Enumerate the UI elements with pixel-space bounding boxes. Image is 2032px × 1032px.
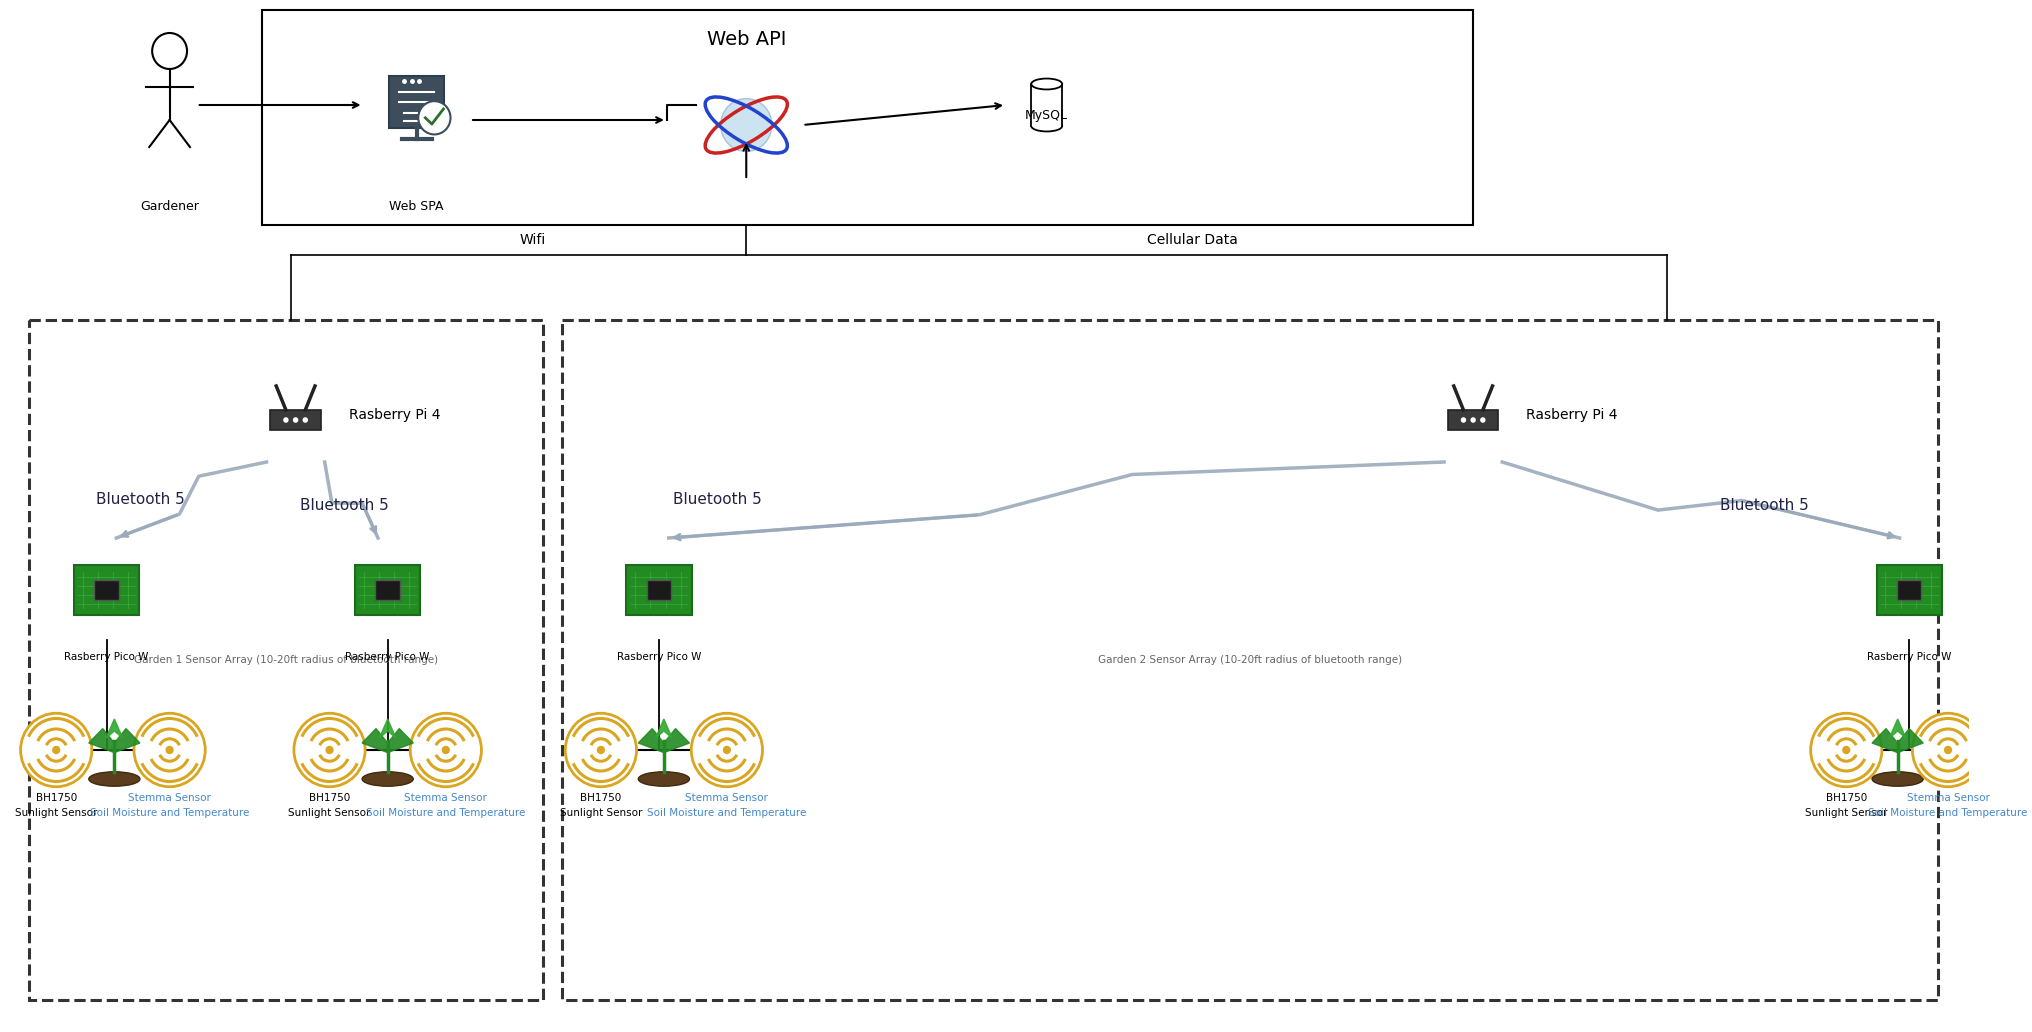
Circle shape xyxy=(1843,746,1849,753)
Text: Bluetooth 5: Bluetooth 5 xyxy=(1719,497,1808,513)
Text: Stemma Sensor: Stemma Sensor xyxy=(404,793,488,803)
Polygon shape xyxy=(388,729,412,752)
Polygon shape xyxy=(380,719,396,738)
Circle shape xyxy=(1461,417,1467,423)
Circle shape xyxy=(419,101,451,134)
Circle shape xyxy=(1811,713,1882,786)
Circle shape xyxy=(410,713,482,786)
Circle shape xyxy=(295,713,366,786)
Text: BH1750: BH1750 xyxy=(1825,793,1867,803)
FancyBboxPatch shape xyxy=(356,566,421,615)
Circle shape xyxy=(443,746,449,753)
Circle shape xyxy=(723,746,729,753)
Text: Garden 2 Sensor Array (10-20ft radius of bluetooth range): Garden 2 Sensor Array (10-20ft radius of… xyxy=(1097,655,1402,665)
Bar xyxy=(262,10,1473,225)
Text: Garden 1 Sensor Array (10-20ft radius of bluetooth range): Garden 1 Sensor Array (10-20ft radius of… xyxy=(134,655,439,665)
Text: Rasberry Pico W: Rasberry Pico W xyxy=(65,652,148,662)
Ellipse shape xyxy=(1032,121,1063,131)
Ellipse shape xyxy=(362,772,412,786)
Ellipse shape xyxy=(89,772,140,786)
Circle shape xyxy=(325,746,333,753)
Circle shape xyxy=(1471,417,1475,423)
Text: Soil Moisture and Temperature: Soil Moisture and Temperature xyxy=(366,808,526,818)
FancyBboxPatch shape xyxy=(1878,566,1943,615)
Text: Web SPA: Web SPA xyxy=(390,200,445,213)
Text: Soil Moisture and Temperature: Soil Moisture and Temperature xyxy=(1867,808,2028,818)
Circle shape xyxy=(53,746,59,753)
Bar xyxy=(93,580,118,600)
Text: Soil Moisture and Temperature: Soil Moisture and Temperature xyxy=(648,808,807,818)
Polygon shape xyxy=(656,719,673,738)
Text: Rasberry Pico W: Rasberry Pico W xyxy=(345,652,431,662)
Text: Web API: Web API xyxy=(707,30,786,49)
Text: Soil Moisture and Temperature: Soil Moisture and Temperature xyxy=(89,808,250,818)
FancyBboxPatch shape xyxy=(1449,410,1498,430)
Circle shape xyxy=(1912,713,1983,786)
Text: Rasberry Pico W: Rasberry Pico W xyxy=(618,652,701,662)
Text: Sunlight Sensor: Sunlight Sensor xyxy=(559,808,642,818)
Text: Bluetooth 5: Bluetooth 5 xyxy=(299,497,388,513)
Text: Bluetooth 5: Bluetooth 5 xyxy=(673,492,762,508)
Circle shape xyxy=(293,417,299,423)
FancyBboxPatch shape xyxy=(270,410,321,430)
Bar xyxy=(563,320,1939,1000)
Ellipse shape xyxy=(1032,78,1063,90)
Text: BH1750: BH1750 xyxy=(37,793,77,803)
Polygon shape xyxy=(1898,729,1922,752)
Circle shape xyxy=(1479,417,1485,423)
Text: BH1750: BH1750 xyxy=(581,793,622,803)
Text: Sunlight Sensor: Sunlight Sensor xyxy=(14,808,98,818)
Polygon shape xyxy=(1890,719,1906,738)
Text: Bluetooth 5: Bluetooth 5 xyxy=(96,492,185,508)
Ellipse shape xyxy=(638,772,689,786)
Ellipse shape xyxy=(1871,772,1922,786)
Circle shape xyxy=(597,746,604,753)
FancyBboxPatch shape xyxy=(388,76,445,128)
Circle shape xyxy=(20,713,91,786)
Circle shape xyxy=(1945,746,1951,753)
Text: Sunlight Sensor: Sunlight Sensor xyxy=(1804,808,1888,818)
Circle shape xyxy=(691,713,762,786)
Text: Sunlight Sensor: Sunlight Sensor xyxy=(289,808,370,818)
Bar xyxy=(376,580,400,600)
Text: Rasberry Pi 4: Rasberry Pi 4 xyxy=(350,408,441,422)
Polygon shape xyxy=(638,729,664,752)
Polygon shape xyxy=(664,729,689,752)
Circle shape xyxy=(134,713,205,786)
FancyBboxPatch shape xyxy=(73,566,140,615)
Text: Wifi: Wifi xyxy=(520,233,547,247)
Polygon shape xyxy=(89,729,114,752)
Text: Cellular Data: Cellular Data xyxy=(1146,233,1237,247)
Text: Stemma Sensor: Stemma Sensor xyxy=(128,793,211,803)
Text: Stemma Sensor: Stemma Sensor xyxy=(1906,793,1989,803)
Text: Rasberry Pi 4: Rasberry Pi 4 xyxy=(1526,408,1617,422)
Circle shape xyxy=(282,417,289,423)
Circle shape xyxy=(303,417,309,423)
Circle shape xyxy=(167,746,173,753)
Text: Stemma Sensor: Stemma Sensor xyxy=(685,793,768,803)
Text: BH1750: BH1750 xyxy=(309,793,350,803)
Text: Rasberry Pico W: Rasberry Pico W xyxy=(1867,652,1951,662)
Bar xyxy=(28,320,543,1000)
Bar xyxy=(646,580,671,600)
Bar xyxy=(1032,84,1063,126)
Text: MySQL: MySQL xyxy=(1026,108,1069,122)
Polygon shape xyxy=(114,729,140,752)
Polygon shape xyxy=(1871,729,1898,752)
Polygon shape xyxy=(362,729,388,752)
Bar xyxy=(1898,580,1922,600)
FancyBboxPatch shape xyxy=(626,566,691,615)
Circle shape xyxy=(721,99,772,152)
Circle shape xyxy=(565,713,636,786)
Text: Gardener: Gardener xyxy=(140,200,199,213)
Polygon shape xyxy=(106,719,122,738)
